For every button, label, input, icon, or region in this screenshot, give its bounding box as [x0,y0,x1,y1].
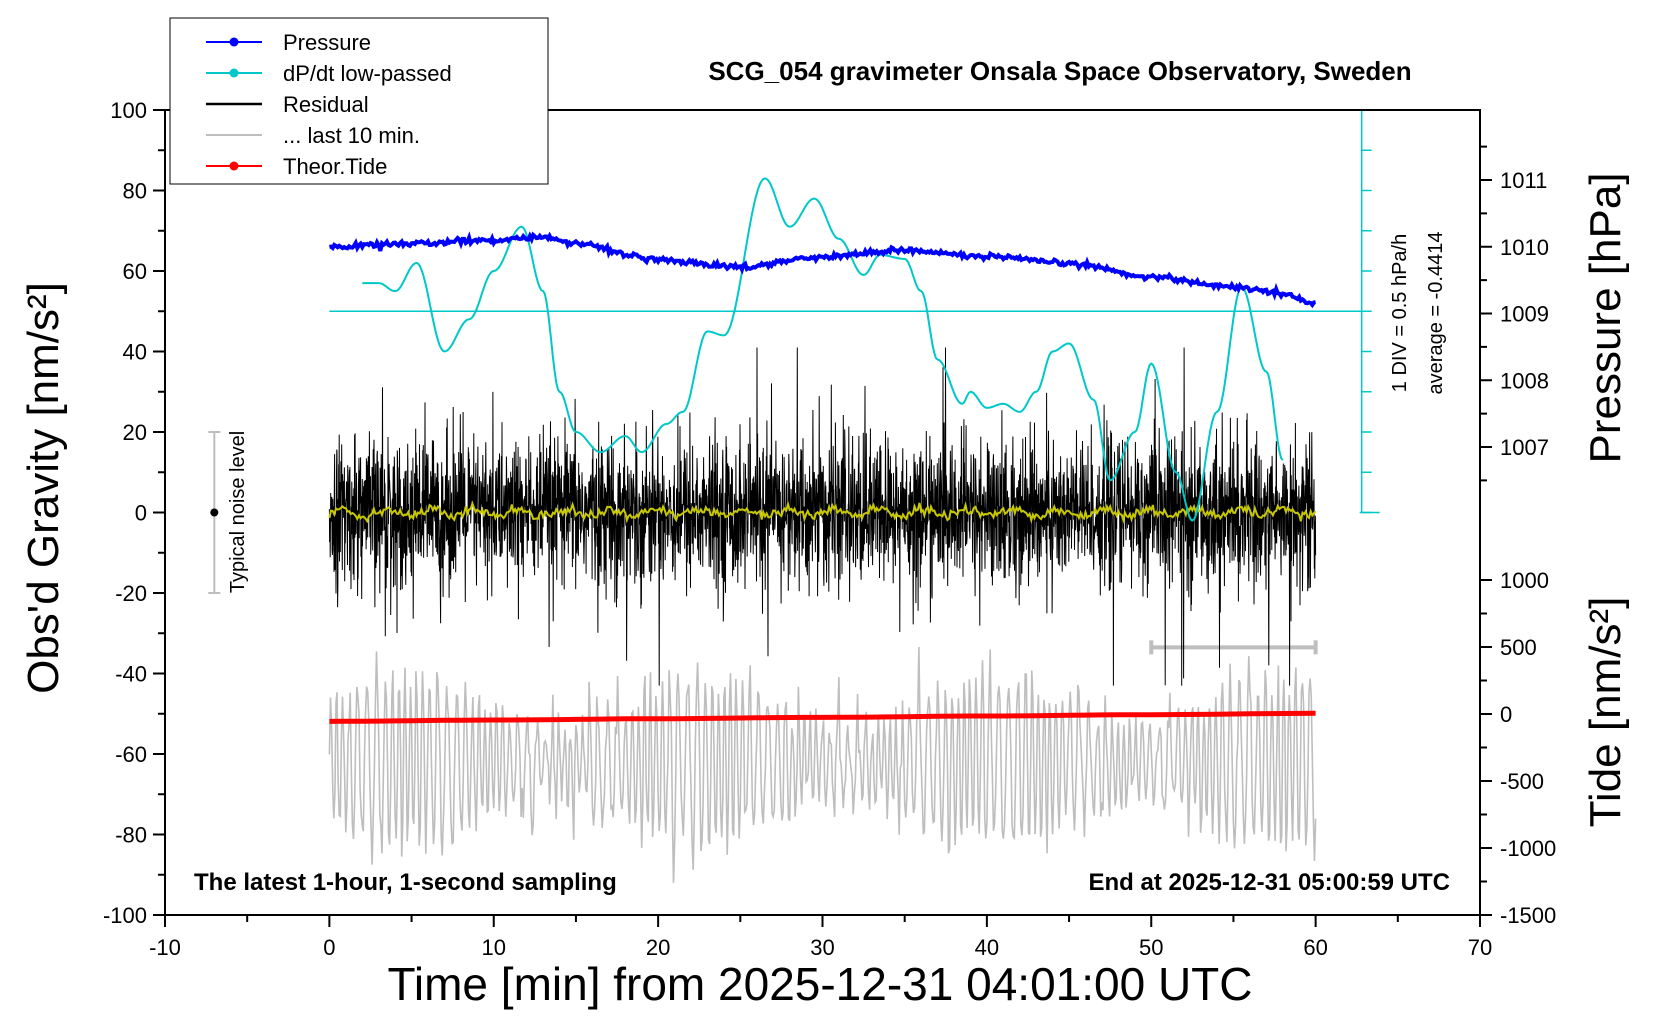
tide-tick-label: 1000 [1500,568,1549,593]
y-tick-label: -80 [115,823,147,848]
tide-axis-title: Tide [nm/s²] [1581,597,1630,828]
legend-marker [229,37,239,47]
residual-smoothed-line [328,500,1317,524]
noise-dot [210,508,219,517]
y-tick-label: -60 [115,742,147,767]
x-tick-label: 50 [1139,935,1163,960]
x-tick-label: 0 [323,935,335,960]
tide-tick-label: -1000 [1500,836,1556,861]
y-tick-label: 0 [135,501,147,526]
pressure-tick-label: 1011 [1500,168,1547,193]
series-pressure-line [329,231,1316,309]
y-tick-label: 100 [110,98,147,123]
x-tick-label: -10 [149,935,181,960]
legend-label: dP/dt low-passed [283,61,452,86]
y-tick-label: -100 [103,903,147,928]
series-dpdt-line [362,177,1284,522]
x-tick-label: 30 [810,935,834,960]
x-tick-label: 10 [482,935,506,960]
chart-title: SCG_054 gravimeter Onsala Space Observat… [708,56,1411,86]
x-axis-title: Time [min] from 2025-12-31 04:01:00 UTC [388,958,1253,1010]
tide-tick-label: -500 [1500,769,1544,794]
y-tick-label: 20 [123,420,147,445]
legend-marker [229,161,239,171]
legend-label: Pressure [283,30,371,55]
tide-tick-label: -1500 [1500,903,1556,928]
tide-tick-label: 0 [1500,702,1512,727]
legend-label: Residual [283,92,369,117]
pressure-tick-label: 1010 [1500,235,1549,260]
pressure-axis-title: Pressure [hPa] [1581,172,1630,463]
series-tide-line [329,710,1316,724]
annotation-bottom-left: The latest 1-hour, 1-second sampling [194,869,617,896]
noise-level-label: Typical noise level [227,431,249,593]
y-tick-label: 60 [123,259,147,284]
pressure-tick-label: 1008 [1500,368,1549,393]
legend-label: ... last 10 min. [283,123,420,148]
x-tick-label: 60 [1303,935,1327,960]
pressure-tick-label: 1009 [1500,302,1549,327]
legend-label: Theor.Tide [283,154,387,179]
y-tick-label: -20 [115,581,147,606]
y-axis-title: Obs'd Gravity [nm/s²] [19,282,68,694]
y-tick-label: 80 [123,179,147,204]
x-tick-label: 20 [646,935,670,960]
dpdt-average-label: average = -0.4414 [1425,232,1447,395]
legend-marker [229,68,239,78]
tide-tick-label: 500 [1500,635,1537,660]
x-tick-label: 70 [1468,935,1492,960]
dpdt-scale-label: 1 DIV = 0.5 hPa/h [1389,234,1411,392]
y-tick-label: -40 [115,662,147,687]
pressure-tick-label: 1007 [1500,435,1549,460]
y-tick-label: 40 [123,340,147,365]
x-tick-label: 40 [975,935,999,960]
series-last10-line [328,646,1317,883]
annotation-bottom-right: End at 2025-12-31 05:00:59 UTC [1089,869,1451,896]
